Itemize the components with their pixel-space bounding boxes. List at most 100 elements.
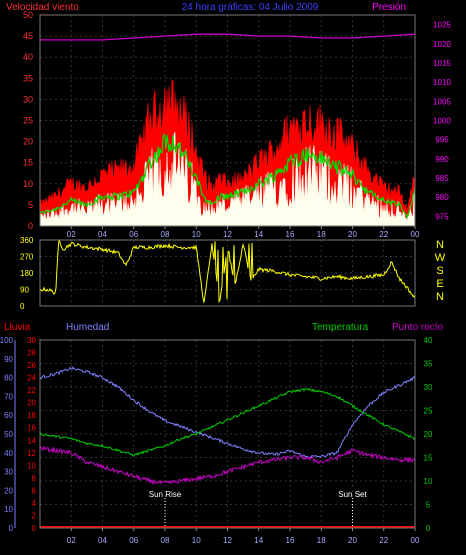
x-tick-label: 02 xyxy=(67,230,76,239)
x-tick-label: 08 xyxy=(161,230,170,239)
wind-tick-label: 10 xyxy=(23,179,33,189)
pressure-tick-label: 1010 xyxy=(433,78,451,87)
dewpoint-series xyxy=(39,445,416,486)
humidity-temp-x-axis: 02 04 06 08 10 12 14 16 18 20 22 00 xyxy=(67,528,420,545)
wind-x-axis: 02 04 06 08 10 12 14 16 18 20 22 00 xyxy=(67,226,420,239)
humidity-tick-label: 50 xyxy=(4,430,13,439)
x-tick-label: 08 xyxy=(161,536,170,545)
x-tick-label: 04 xyxy=(98,536,107,545)
temperature-tick-label: 20 xyxy=(424,430,433,439)
x-tick-label: 16 xyxy=(286,230,295,239)
x-tick-label: 10 xyxy=(192,536,201,545)
pressure-tick-label: 1000 xyxy=(433,117,451,126)
humidity-tick-label: 80 xyxy=(4,374,13,383)
pressure-y-axis: 975 980 985 990 995 1000 1005 1010 1015 1020 1025 xyxy=(433,21,451,222)
pressure-tick-label: 990 xyxy=(435,155,449,164)
wind-tick-label: 50 xyxy=(23,10,33,20)
wind-series xyxy=(39,33,416,227)
temperature-tick-label: 15 xyxy=(424,454,433,463)
x-tick-label: 02 xyxy=(67,536,76,545)
rain-tick-label: 8 xyxy=(32,474,37,483)
x-tick-label: 12 xyxy=(223,230,232,239)
x-tick-label: 06 xyxy=(129,536,138,545)
wind-tick-label: 35 xyxy=(23,73,33,83)
x-tick-label: 20 xyxy=(348,230,357,239)
direction-y-axis: 0 90 180 270 360 xyxy=(20,236,34,311)
humidity-tick-label: 30 xyxy=(4,468,13,477)
direction-tick-label: 0 xyxy=(20,302,25,311)
wind-y-axis: 0 5 10 15 20 25 30 35 40 45 50 xyxy=(23,10,33,231)
rain-tick-label: 22 xyxy=(27,386,36,395)
temperature-tick-label: 40 xyxy=(424,336,433,345)
direction-tick-label: 180 xyxy=(20,269,34,278)
humidity-tick-label: 90 xyxy=(4,355,13,364)
humidity-temp-series xyxy=(39,366,416,528)
x-tick-label: 16 xyxy=(286,536,295,545)
pressure-tick-label: 1025 xyxy=(433,21,451,30)
pressure-series xyxy=(40,33,416,41)
rain-tick-label: 12 xyxy=(27,449,36,458)
humidity-tick-label: 20 xyxy=(4,486,13,495)
pressure-tick-label: 980 xyxy=(435,193,449,202)
compass-label: N xyxy=(436,239,444,251)
rain-tick-label: 2 xyxy=(32,511,37,520)
dewpoint-title: Punto rocío xyxy=(392,322,444,333)
temperature-series xyxy=(39,388,416,457)
pressure-tick-label: 1020 xyxy=(433,40,451,49)
compass-label: N xyxy=(436,291,444,303)
wind-tick-label: 5 xyxy=(28,200,33,210)
x-tick-label: 20 xyxy=(348,536,357,545)
wind-tick-label: 40 xyxy=(23,52,33,62)
rain-tick-label: 30 xyxy=(27,336,36,345)
wind-tick-label: 0 xyxy=(28,221,33,231)
pressure-tick-label: 985 xyxy=(435,174,449,183)
rain-tick-label: 26 xyxy=(27,361,36,370)
wind-tick-label: 45 xyxy=(23,31,33,41)
direction-series xyxy=(39,239,416,304)
rain-title: Lluvia xyxy=(4,322,31,333)
chart-title: 24 hora gráficas: 04 Julio 2009 xyxy=(182,2,319,13)
wind-tick-label: 25 xyxy=(23,116,33,126)
direction-tick-label: 90 xyxy=(20,286,29,295)
x-tick-label: 06 xyxy=(129,230,138,239)
rain-tick-label: 18 xyxy=(27,411,36,420)
pressure-tick-label: 1005 xyxy=(433,97,451,106)
rain-tick-label: 20 xyxy=(27,399,36,408)
wind-average-series xyxy=(39,132,416,220)
wind-speed-title: Velocidad viento xyxy=(6,2,79,13)
temperature-tick-label: 10 xyxy=(424,477,433,486)
wind-tick-label: 15 xyxy=(23,158,33,168)
humidity-y-axis: 0 10 20 30 40 50 60 70 80 90 100 xyxy=(0,336,16,533)
temperature-tick-label: 30 xyxy=(424,383,433,392)
temperature-y-axis: 0 5 10 15 20 25 30 35 40 xyxy=(424,336,433,533)
rain-tick-label: 4 xyxy=(32,499,37,508)
compass-label: E xyxy=(436,278,443,290)
humidity-tick-label: 0 xyxy=(9,524,14,533)
sun-rise-label: Sun Rise xyxy=(149,490,182,499)
compass-label: S xyxy=(436,265,443,277)
x-tick-label: 14 xyxy=(254,536,263,545)
x-tick-label: 12 xyxy=(223,536,232,545)
temperature-title: Temperatura xyxy=(312,322,369,333)
humidity-title: Humedad xyxy=(66,322,109,333)
humidity-series xyxy=(39,366,416,459)
x-tick-label: 18 xyxy=(317,536,326,545)
temperature-tick-label: 25 xyxy=(424,407,433,416)
x-tick-label: 00 xyxy=(411,536,420,545)
temperature-tick-label: 35 xyxy=(424,360,433,369)
x-tick-label: 10 xyxy=(192,230,201,239)
humidity-tick-label: 40 xyxy=(4,449,13,458)
rain-tick-label: 24 xyxy=(27,374,36,383)
x-tick-label: 14 xyxy=(254,230,263,239)
x-tick-label: 00 xyxy=(411,230,420,239)
pressure-tick-label: 995 xyxy=(435,136,449,145)
rain-tick-label: 10 xyxy=(27,461,36,470)
pressure-title: Presión xyxy=(372,2,406,13)
